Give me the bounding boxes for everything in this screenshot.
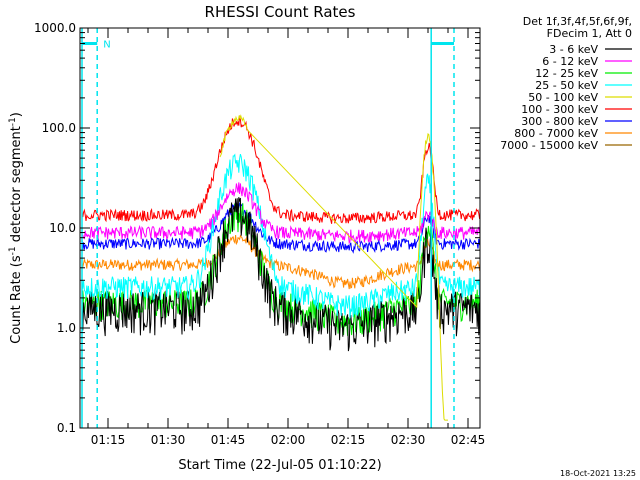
- legend-label: 800 - 7000 keV: [514, 127, 598, 140]
- legend-label: 6 - 12 keV: [542, 55, 598, 68]
- x-tick-label: 02:00: [271, 433, 306, 447]
- x-tick-label: 01:30: [151, 433, 186, 447]
- legend-label: 100 - 300 keV: [521, 103, 598, 116]
- y-axis-label-sup: -1: [8, 246, 18, 255]
- x-axis-label: Start Time (22-Jul-05 01:10:22): [178, 458, 381, 473]
- y-tick-label: 100.0: [42, 121, 76, 135]
- y-tick-label: 0.1: [57, 421, 76, 435]
- legend-label: 7000 - 15000 keV: [500, 139, 598, 152]
- x-tick-label: 02:45: [451, 433, 486, 447]
- legend-header-line-1: Det 1f,3f,4f,5f,6f,9f,: [523, 15, 632, 28]
- legend-label: 300 - 800 keV: [521, 115, 598, 128]
- y-tick-label: 10.0: [49, 221, 76, 235]
- series-traces: [81, 114, 481, 421]
- legend: Det 1f,3f,4f,5f,6f,9f, FDecim 1, Att 0 3…: [500, 15, 632, 152]
- x-tick-label: 01:15: [91, 433, 126, 447]
- y-axis-label-suffix: ): [9, 112, 24, 117]
- y-axis: 0.1 1.0 10.0 100.0 1000.0: [34, 21, 480, 435]
- series-line: [81, 182, 481, 245]
- y-axis-label-sup2: -1: [8, 117, 18, 126]
- y-axis-label: Count Rate (s-1 detector segment-1): [8, 112, 24, 344]
- chart-title: RHESSI Count Rates: [205, 3, 356, 21]
- y-axis-label-prefix: Count Rate (s: [9, 255, 24, 344]
- y-tick-label: 1.0: [57, 321, 76, 335]
- legend-header-line-2: FDecim 1, Att 0: [547, 27, 632, 40]
- series-line: [219, 114, 448, 421]
- x-axis: 01:15 01:30 01:45 02:00 02:15 02:30 02:45: [87, 28, 486, 447]
- series-line: [81, 197, 481, 352]
- x-tick-label: 02:15: [331, 433, 366, 447]
- series-line: [81, 234, 481, 290]
- legend-label: 3 - 6 keV: [549, 43, 598, 56]
- series-line: [81, 115, 481, 224]
- legend-label: 25 - 50 keV: [535, 79, 598, 92]
- x-tick-label: 02:30: [391, 433, 426, 447]
- timestamp: 18-Oct-2021 13:25: [560, 469, 636, 478]
- marker-label: N: [103, 39, 110, 50]
- y-axis-label-mid: detector segment: [9, 126, 24, 246]
- legend-label: 12 - 25 keV: [535, 67, 598, 80]
- x-tick-label: 01:45: [211, 433, 246, 447]
- y-tick-label: 1000.0: [34, 21, 76, 35]
- series-line: [81, 201, 481, 254]
- legend-label: 50 - 100 keV: [528, 91, 598, 104]
- series-line: [81, 153, 481, 319]
